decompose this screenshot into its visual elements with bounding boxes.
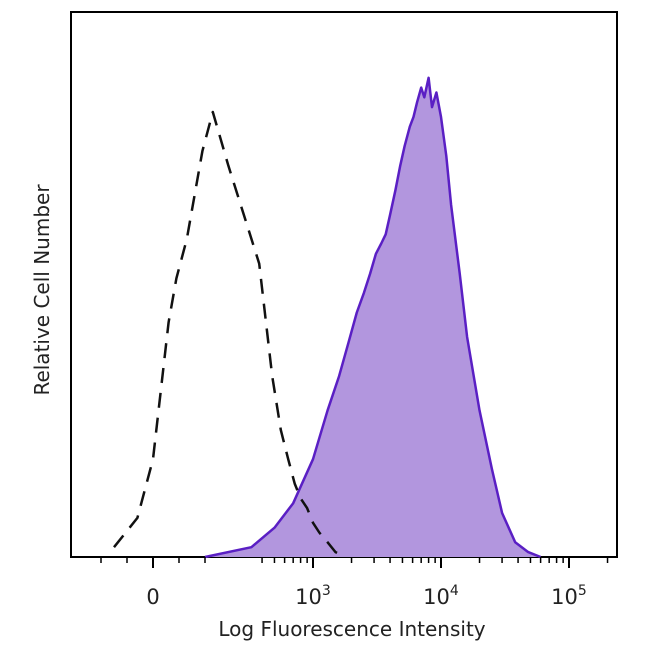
x-axis-tick-labels: 0 103 104 105	[146, 583, 587, 609]
x-axis-title: Log Fluorescence Intensity	[218, 617, 485, 641]
control-histogram-line	[113, 110, 347, 559]
x-axis-ticks	[100, 557, 609, 568]
stained-histogram-fill	[205, 77, 541, 558]
x-tick-label: 103	[295, 583, 331, 609]
x-tick-label: 105	[551, 583, 587, 609]
y-axis-title: Relative Cell Number	[30, 184, 54, 396]
stained-histogram-line	[204, 76, 542, 559]
x-tick-label: 104	[423, 583, 459, 609]
series-layer	[113, 76, 542, 559]
x-tick-label: 0	[146, 585, 159, 609]
